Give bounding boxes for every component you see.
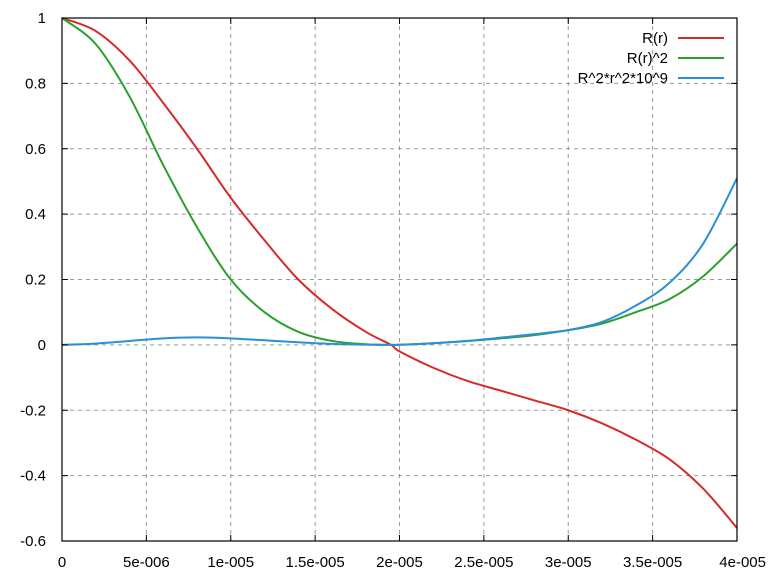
legend: R(r) R(r)^2 R^2*r^2*10^9 [578, 30, 724, 87]
x-tick-label: 4e-005 [719, 554, 766, 571]
legend-label: R(r)^2 [627, 50, 668, 67]
series-line-r-2-r-2-10-9 [61, 177, 738, 346]
legend-label: R^2*r^2*10^9 [578, 70, 668, 87]
x-tick-labels: 0 5e-006 1e-005 1.5e-005 2e-005 2.5e-005 3e-00… [58, 554, 766, 571]
x-tick-label: 1e-005 [207, 554, 254, 571]
y-tick-label: -0.2 [20, 402, 46, 419]
y-tick-label: 0.4 [25, 206, 46, 223]
y-tick-label: 0.8 [25, 75, 46, 92]
legend-label: R(r) [642, 30, 668, 47]
x-tick-label: 0 [58, 554, 66, 571]
x-tick-label: 3.5e-005 [623, 554, 682, 571]
y-tick-label: 1 [38, 10, 46, 27]
axis-ticks [61, 17, 738, 542]
x-tick-label: 1.5e-005 [286, 554, 345, 571]
x-tick-label: 3e-005 [545, 554, 592, 571]
y-tick-label: 0.6 [25, 141, 46, 158]
y-tick-label: -0.6 [20, 533, 46, 550]
series-line-r-r [61, 17, 738, 529]
x-tick-label: 2.5e-005 [454, 554, 513, 571]
y-tick-labels: 1 0.8 0.6 0.4 0.2 0 -0.2 -0.4 -0.6 [20, 10, 46, 550]
y-tick-label: -0.4 [20, 468, 46, 485]
x-tick-label: 2e-005 [376, 554, 423, 571]
x-tick-label: 5e-006 [123, 554, 170, 571]
y-tick-label: 0 [38, 337, 46, 354]
y-tick-label: 0.2 [25, 272, 46, 289]
series-layer [61, 17, 738, 529]
